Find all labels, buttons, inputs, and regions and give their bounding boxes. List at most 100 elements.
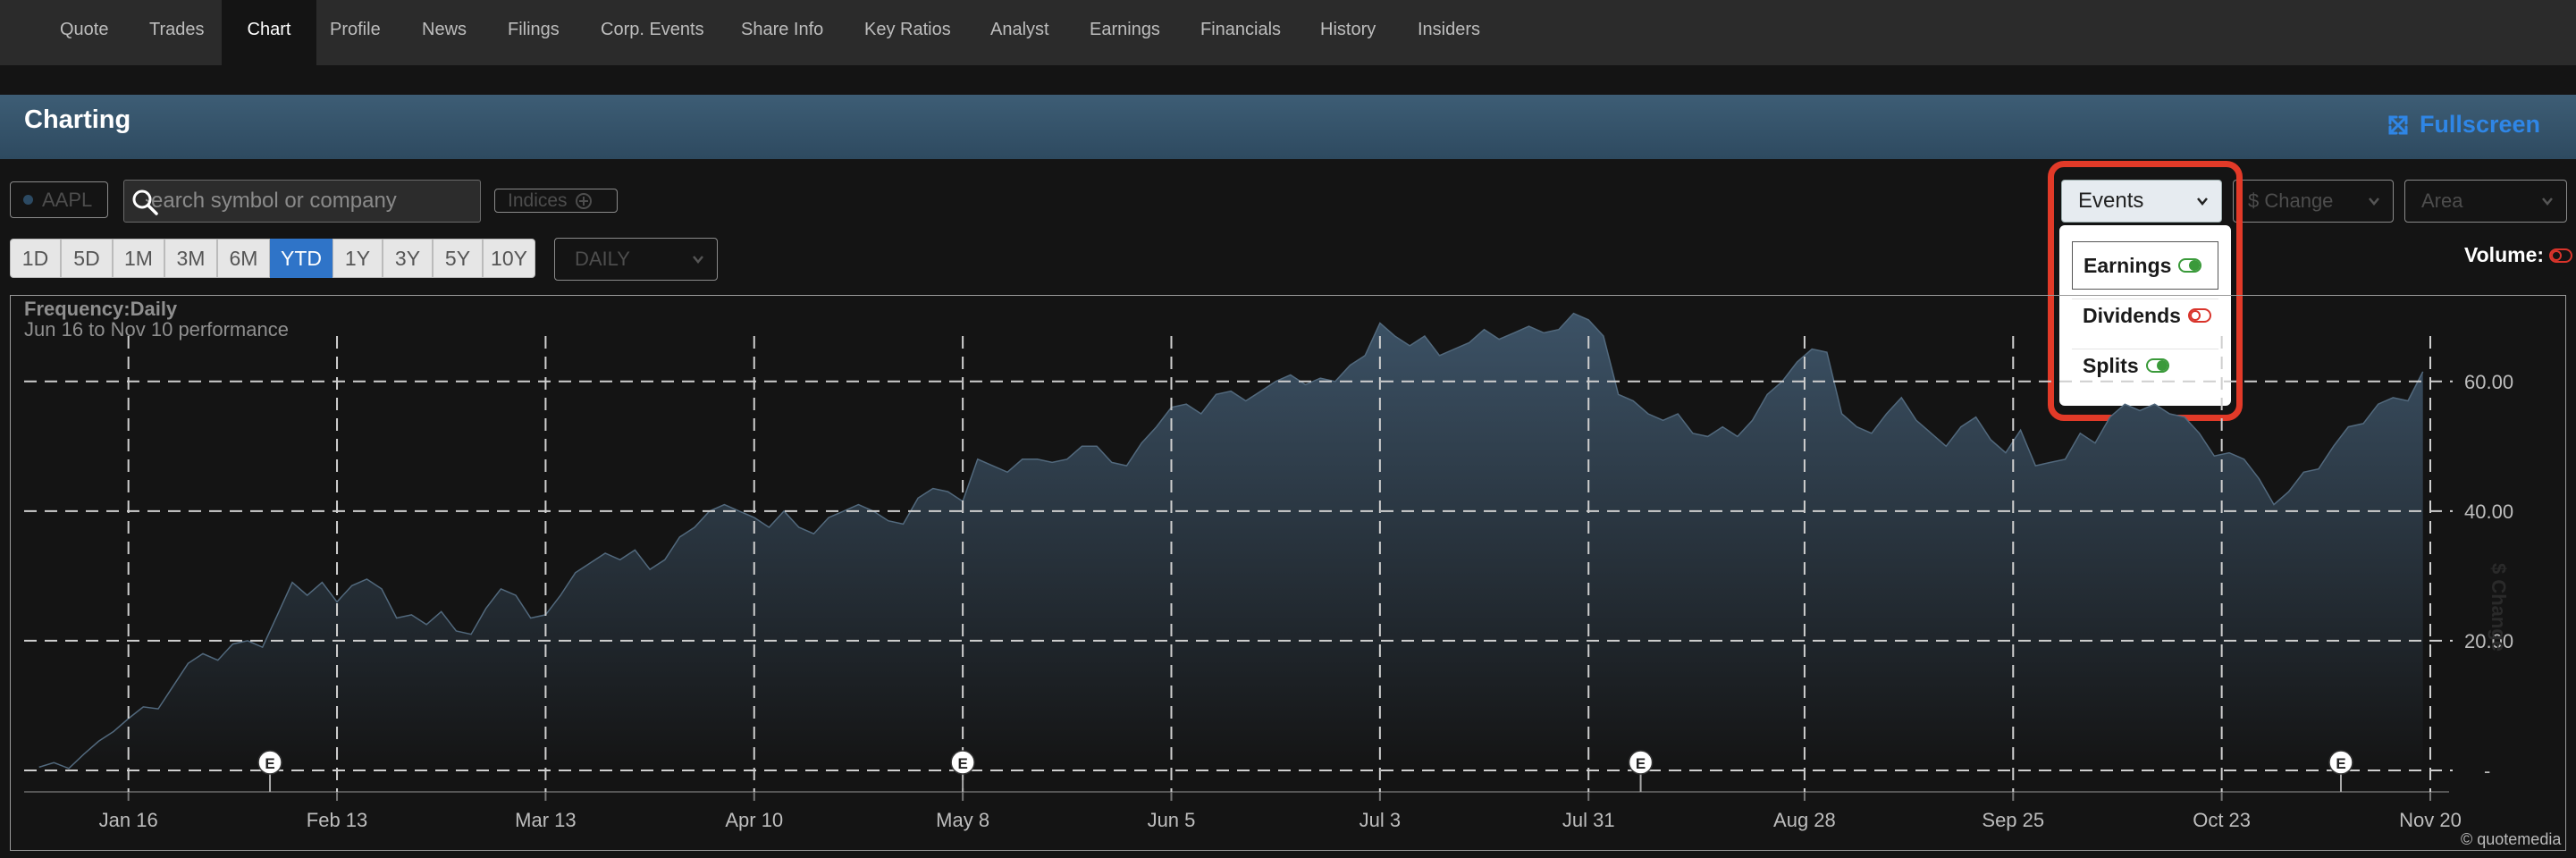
events-item-dividends[interactable]: Dividends [2072,291,2218,340]
plus-circle-icon [575,192,592,209]
indices-button[interactable]: Indices [494,189,618,213]
chart-frame [10,295,2566,851]
x-tick-label: Jul 3 [1360,809,1401,831]
x-tick-label: Apr 10 [725,809,783,831]
charting-banner: Charting Fullscreen [0,95,2576,159]
tab-filings[interactable]: Filings [508,20,560,39]
event-badge-label: E [1636,755,1646,772]
x-tick-label: Oct 23 [2193,809,2251,831]
tab-earnings[interactable]: Earnings [1090,20,1160,39]
toggle-off-icon [2187,308,2211,323]
event-badge-label: E [265,755,274,772]
y-tick-label: 60.00 [2464,371,2513,393]
tab-insiders[interactable]: Insiders [1418,20,1481,39]
x-tick-label: Sep 25 [1982,809,2044,831]
event-badge [2328,750,2353,775]
events-select[interactable]: Events [2061,180,2222,223]
toggle-on-icon [2178,258,2202,273]
x-tick-label: Jan 16 [99,809,158,831]
tab-profile[interactable]: Profile [330,20,381,39]
range-10y-button[interactable]: 10Y [483,239,535,278]
chart-subtitle: Jun 16 to Nov 10 performance [24,318,289,341]
toggle-on-icon [2145,358,2169,373]
search-box[interactable] [123,180,481,223]
chevron-down-icon [693,256,703,264]
earnings-event-marker[interactable]: E [2328,750,2353,792]
x-tick-label: Jun 5 [1148,809,1196,831]
volume-toggle[interactable]: Volume: [2464,243,2573,267]
tab-share-info[interactable]: Share Info [741,20,824,39]
y-tick-label: 40.00 [2464,500,2513,523]
range-1y-button[interactable]: 1Y [333,239,383,278]
indices-label: Indices [508,190,568,211]
x-tick-label: Nov 20 [2399,809,2462,831]
chevron-down-icon [2369,198,2379,206]
fullscreen-label: Fullscreen [2419,111,2540,138]
event-badge-label: E [2336,755,2345,772]
fullscreen-button[interactable]: Fullscreen [2387,111,2540,139]
event-badge [257,750,282,775]
events-item-label: Earnings [2084,253,2172,277]
earnings-event-marker[interactable]: E [257,750,282,792]
events-dropdown-menu: Earnings Dividends Splits [2059,225,2231,406]
expand-arrows-icon [2388,115,2408,134]
search-input[interactable] [124,181,480,222]
range-5d-button[interactable]: 5D [61,239,113,278]
tab-news[interactable]: News [422,20,467,39]
y-tick-label: - [2484,760,2490,782]
x-tick-label: Mar 13 [515,809,576,831]
tab-trades[interactable]: Trades [149,20,205,39]
tab-quote[interactable]: Quote [60,20,109,39]
toggle-off-icon [2549,248,2573,263]
series-color-dot [23,195,33,205]
tab-key-ratios[interactable]: Key Ratios [864,20,951,39]
events-item-label: Splits [2083,353,2139,377]
frequency-value: DAILY [575,248,630,270]
earnings-event-marker[interactable]: E [950,750,975,792]
price-area-series [38,313,2423,770]
page-title: Charting [24,105,131,134]
x-tick-label: May 8 [936,809,989,831]
frequency-label: Frequency:Daily [24,298,178,320]
change-select-value: $ Change [2248,189,2334,212]
chart-type-select[interactable]: Area [2404,180,2567,223]
x-tick-label: Feb 13 [307,809,368,831]
symbol-label: AAPL [42,189,93,211]
events-select-value: Events [2078,189,2144,213]
change-type-select[interactable]: $ Change [2233,180,2394,223]
chevron-down-icon [2197,198,2208,206]
range-1m-button[interactable]: 1M [113,239,164,278]
tab-corp-events[interactable]: Corp. Events [601,20,704,39]
chart-type-value: Area [2421,189,2463,212]
symbol-chip[interactable]: AAPL [10,181,108,218]
chevron-down-icon [2542,198,2553,206]
event-badge [950,750,975,775]
range-buttons: 1D 5D 1M 3M 6M YTD 1Y 3Y 5Y 10Y [10,239,535,278]
y-axis-title: $ Change [2488,563,2510,652]
range-1d-button[interactable]: 1D [10,239,61,278]
x-tick-label: Aug 28 [1773,809,1836,831]
tab-chart[interactable]: Chart [222,0,316,65]
top-nav: Quote Trades Chart Profile News Filings Corp. … [0,0,2576,65]
events-item-label: Dividends [2083,303,2181,327]
quotemedia-credit: © quotemedia [2461,830,2562,848]
range-3m-button[interactable]: 3M [164,239,217,278]
tab-analyst[interactable]: Analyst [990,20,1049,39]
range-6m-button[interactable]: 6M [217,239,270,278]
event-badge [1628,750,1654,775]
frequency-select[interactable]: DAILY [554,238,718,281]
range-ytd-button[interactable]: YTD [270,239,333,278]
volume-label: Volume: [2464,243,2545,266]
events-item-earnings[interactable]: Earnings [2072,241,2218,290]
earnings-event-marker[interactable]: E [1628,750,1654,792]
tab-financials[interactable]: Financials [1200,20,1282,39]
event-badge-label: E [957,755,967,772]
range-5y-button[interactable]: 5Y [433,239,483,278]
tab-history[interactable]: History [1320,20,1376,39]
events-item-splits[interactable]: Splits [2072,341,2218,390]
x-tick-label: Jul 31 [1562,809,1615,831]
price-line [38,312,2424,770]
y-tick-label: 20.00 [2464,630,2513,652]
range-3y-button[interactable]: 3Y [383,239,433,278]
